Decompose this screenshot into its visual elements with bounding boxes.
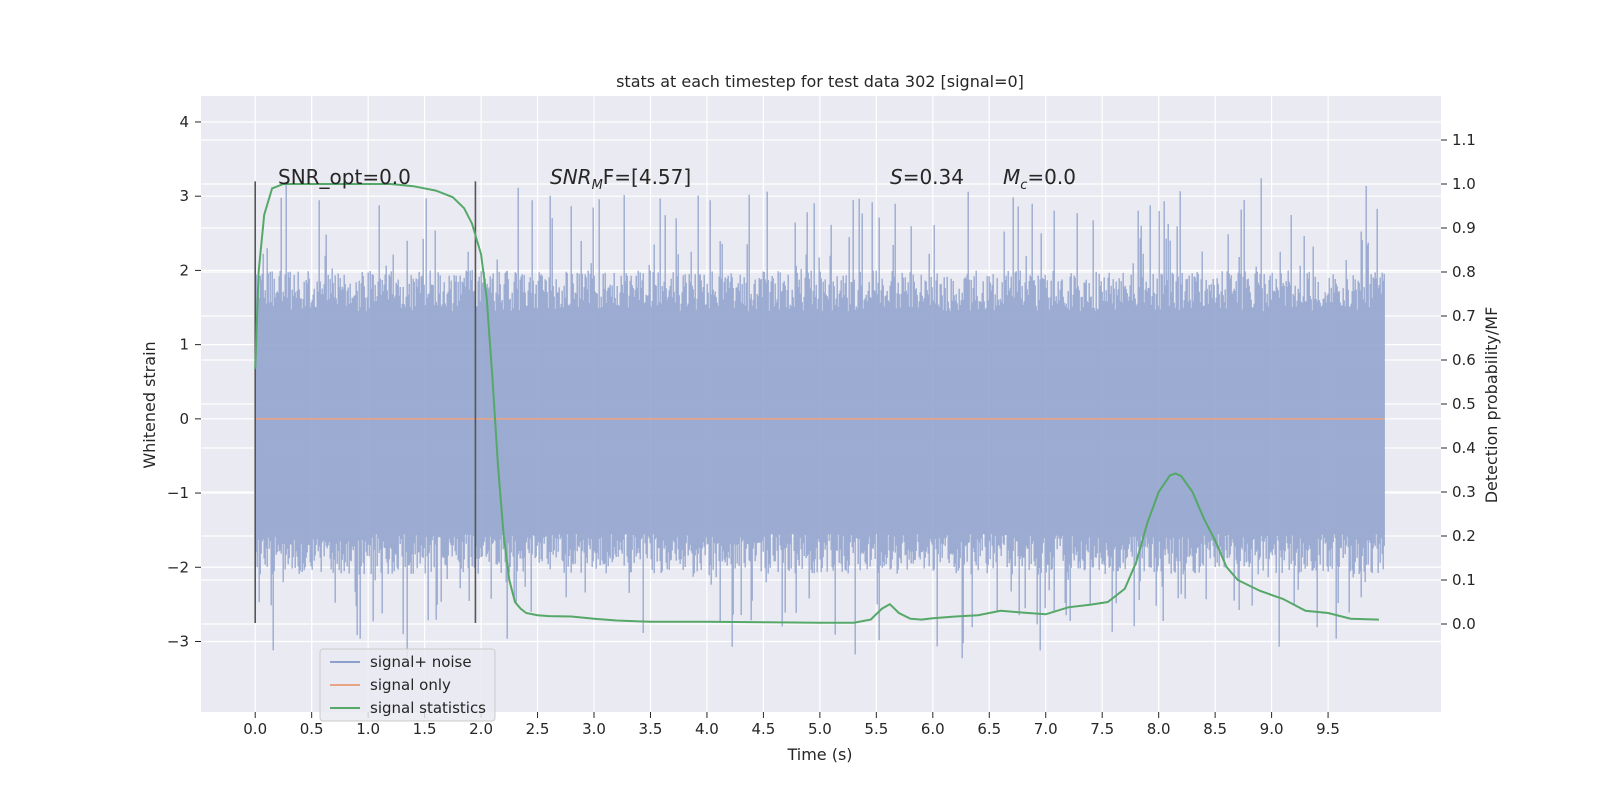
mc-value: =0.0 <box>1027 165 1076 189</box>
mc-label: M <box>1003 165 1020 189</box>
right-y-tick-label: 1.1 <box>1452 131 1476 149</box>
x-tick-label: 1.5 <box>413 720 437 738</box>
x-tick-label: 0.0 <box>243 720 267 738</box>
right-y-axis-ticks: 1.1 1.0 0.9 0.8 0.7 0.6 0.5 0.4 0.3 0.2 0.1 0.0 <box>1441 131 1476 633</box>
legend: signal+ noise signal only signal statist… <box>319 648 496 722</box>
left-y-axis-ticks: 4 3 2 1 0 −1 −2 −3 <box>167 113 201 650</box>
left-y-tick-label: −3 <box>167 632 189 650</box>
right-y-tick-label: 0.4 <box>1452 439 1476 457</box>
left-y-tick-label: 2 <box>179 261 189 279</box>
right-y-tick-label: 0.6 <box>1452 351 1476 369</box>
x-tick-label: 9.5 <box>1316 720 1340 738</box>
legend-label-signal-statistics: signal statistics <box>370 699 486 717</box>
left-y-tick-label: 4 <box>179 113 189 131</box>
snr-opt-annotation: SNR_opt=0.0 <box>278 165 411 189</box>
legend-label-signal-noise: signal+ noise <box>370 653 472 671</box>
signal-statistics-line <box>254 183 1379 624</box>
s-annotation: S=0.34 <box>890 165 964 189</box>
x-tick-label: 7.0 <box>1034 720 1058 738</box>
left-y-tick-label: 0 <box>179 410 189 428</box>
right-y-tick-label: 0.9 <box>1452 219 1476 237</box>
chart-title: stats at each timestep for test data 302… <box>616 72 1024 91</box>
s-label: S <box>890 165 903 189</box>
right-y-tick-label: 0.0 <box>1452 615 1476 633</box>
window-markers <box>254 181 477 623</box>
right-y-tick-label: 0.2 <box>1452 527 1476 545</box>
right-y-tick-label: 1.0 <box>1452 175 1476 193</box>
right-y-tick-label: 0.3 <box>1452 483 1476 501</box>
x-tick-label: 4.0 <box>695 720 719 738</box>
s-value: =0.34 <box>903 165 964 189</box>
snr-mf-label: SNR <box>550 165 592 189</box>
right-y-tick-label: 0.8 <box>1452 263 1476 281</box>
x-tick-label: 5.0 <box>808 720 832 738</box>
x-tick-label: 1.0 <box>356 720 380 738</box>
snr-mf-value: F=[4.57] <box>603 165 691 189</box>
x-tick-label: 0.5 <box>300 720 324 738</box>
x-tick-label: 8.5 <box>1203 720 1227 738</box>
left-y-axis-label: Whitened strain <box>140 341 159 468</box>
snr-mf-subscript: M <box>592 178 603 193</box>
snr-mf-annotation: SNRMF=[4.57] <box>550 165 691 193</box>
mc-subscript: c <box>1020 178 1027 193</box>
x-tick-label: 2.0 <box>469 720 493 738</box>
right-y-tick-label: 0.7 <box>1452 307 1476 325</box>
x-tick-label: 6.0 <box>921 720 945 738</box>
legend-label-signal-only: signal only <box>370 676 451 694</box>
right-y-axis-label: Detection probability/MF <box>1482 307 1501 504</box>
left-y-tick-label: 3 <box>179 187 189 205</box>
left-y-tick-label: 1 <box>179 336 189 354</box>
right-y-tick-label: 0.1 <box>1452 571 1476 589</box>
x-tick-label: 8.0 <box>1147 720 1171 738</box>
legend-box <box>319 648 496 722</box>
x-tick-label: 6.5 <box>977 720 1001 738</box>
right-y-tick-label: 0.5 <box>1452 395 1476 413</box>
left-y-tick-label: −1 <box>167 484 189 502</box>
x-tick-label: 9.0 <box>1260 720 1284 738</box>
mc-annotation: Mc=0.0 <box>1003 165 1076 193</box>
x-tick-label: 2.5 <box>526 720 550 738</box>
left-y-tick-label: −2 <box>167 558 189 576</box>
x-tick-label: 7.5 <box>1090 720 1114 738</box>
signal-statistics-series <box>254 183 1379 624</box>
x-tick-label: 3.0 <box>582 720 606 738</box>
x-axis-ticks: 0.0 0.5 1.0 1.5 2.0 2.5 3.0 3.5 4.0 4.5 5.0 5.5 6.0 6… <box>243 712 1340 738</box>
x-tick-label: 3.5 <box>639 720 663 738</box>
x-axis-label: Time (s) <box>786 745 852 764</box>
x-tick-label: 5.5 <box>864 720 888 738</box>
x-tick-label: 4.5 <box>751 720 775 738</box>
